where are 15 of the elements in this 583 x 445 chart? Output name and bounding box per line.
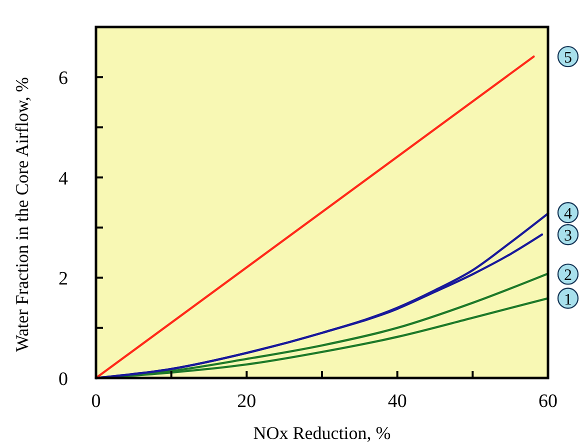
series-label: 1 bbox=[564, 291, 572, 308]
y-axis-title: Water Fraction in the Core Airflow, % bbox=[12, 77, 32, 352]
series-label: 4 bbox=[564, 206, 572, 223]
x-tick-label: 60 bbox=[538, 391, 558, 412]
x-tick-label: 40 bbox=[388, 391, 407, 412]
series-label: 2 bbox=[564, 267, 572, 284]
y-tick-label: 4 bbox=[58, 168, 68, 190]
series-label: 5 bbox=[564, 50, 572, 67]
y-tick-label: 6 bbox=[58, 68, 68, 90]
y-tick-label: 2 bbox=[58, 268, 68, 290]
y-tick-label: 0 bbox=[58, 369, 68, 390]
x-axis-title: NOx Reduction, % bbox=[253, 423, 391, 443]
x-tick-label: 0 bbox=[91, 391, 101, 412]
x-tick-label: 20 bbox=[237, 391, 256, 412]
series-label: 3 bbox=[564, 228, 572, 245]
